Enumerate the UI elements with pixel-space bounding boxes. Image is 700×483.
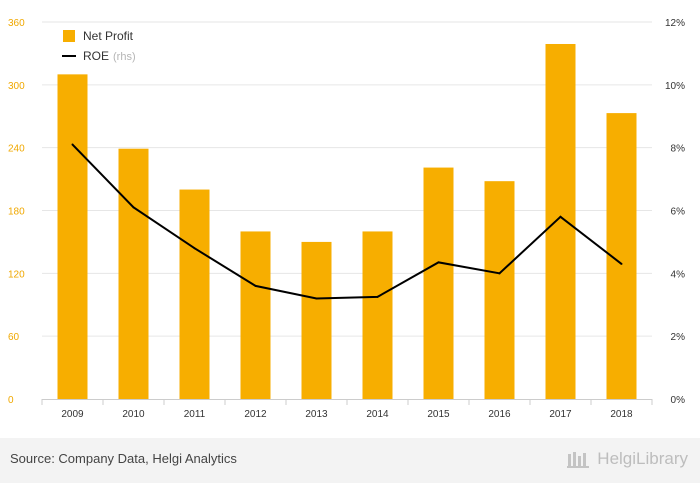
x-tick-label: 2013	[305, 409, 328, 420]
bars	[57, 43, 637, 399]
x-tick-label: 2018	[610, 409, 633, 420]
y-left-tick-label: 0	[8, 395, 14, 406]
x-tick-label: 2014	[366, 409, 389, 420]
y-right-tick-label: 12%	[665, 18, 685, 29]
y-left-tick-label: 240	[8, 144, 25, 155]
brand[interactable]: HelgiLibrary	[567, 449, 688, 469]
y-right-tick-label: 10%	[665, 81, 685, 92]
roe-line-group	[71, 143, 623, 300]
roe-point	[376, 295, 379, 298]
bar-net-profit	[240, 231, 271, 399]
roe-line	[71, 143, 623, 300]
chart: 0 0% 60 2% 120 4% 180 6% 240 8% 300 10% 360 12% 2009 20…	[8, 18, 685, 420]
y-left-tick-label: 60	[8, 332, 20, 343]
y-left-tick-label: 120	[8, 269, 25, 280]
y-left-tick-label: 360	[8, 18, 25, 29]
x-tick-label: 2011	[184, 409, 206, 420]
bar-net-profit	[118, 148, 149, 399]
y-left-tick-label: 300	[8, 81, 25, 92]
y-right-tick-label: 4%	[671, 269, 686, 280]
source-note: Source: Company Data, Helgi Analytics	[10, 451, 237, 466]
roe-point	[132, 206, 135, 209]
x-tick-label: 2010	[122, 409, 145, 420]
brand-name: HelgiLibrary	[597, 449, 688, 468]
bar-net-profit	[545, 43, 576, 399]
legend: Net Profit ROE (rhs)	[62, 29, 136, 63]
roe-point	[254, 284, 257, 287]
x-tick-label: 2016	[488, 409, 511, 420]
roe-point	[193, 247, 196, 250]
legend-roe-name: ROE	[83, 49, 109, 63]
bar-net-profit	[423, 167, 454, 399]
axes: 0 0% 60 2% 120 4% 180 6% 240 8% 300 10% 360 12% 2009 20…	[8, 18, 685, 420]
roe-point	[620, 262, 623, 265]
bar-net-profit	[484, 181, 515, 399]
roe-point	[498, 272, 501, 275]
bar-net-profit	[179, 189, 210, 399]
legend-roe-suffix: (rhs)	[113, 51, 136, 63]
legend-swatch-net-profit	[63, 30, 75, 42]
x-tick-label: 2012	[244, 409, 267, 420]
x-tick-label: 2015	[427, 409, 450, 420]
y-left-tick-label: 180	[8, 207, 25, 218]
roe-point	[559, 215, 562, 218]
roe-point	[71, 143, 74, 146]
footer: Source: Company Data, Helgi Analytics He…	[0, 438, 700, 483]
bar-net-profit	[57, 74, 88, 399]
bar-net-profit	[301, 241, 332, 399]
roe-point	[315, 297, 318, 300]
legend-label-net-profit: Net Profit	[83, 29, 134, 43]
x-tick-label: 2017	[549, 409, 572, 420]
x-tick-label: 2009	[61, 409, 84, 420]
y-right-tick-label: 2%	[671, 332, 686, 343]
bar-net-profit	[362, 231, 393, 399]
y-right-tick-label: 8%	[671, 144, 686, 155]
y-right-tick-label: 0%	[671, 395, 686, 406]
roe-point	[437, 261, 440, 264]
legend-label-roe: ROE (rhs)	[83, 49, 136, 63]
library-logo-icon	[567, 452, 590, 468]
y-right-tick-label: 6%	[671, 207, 686, 218]
